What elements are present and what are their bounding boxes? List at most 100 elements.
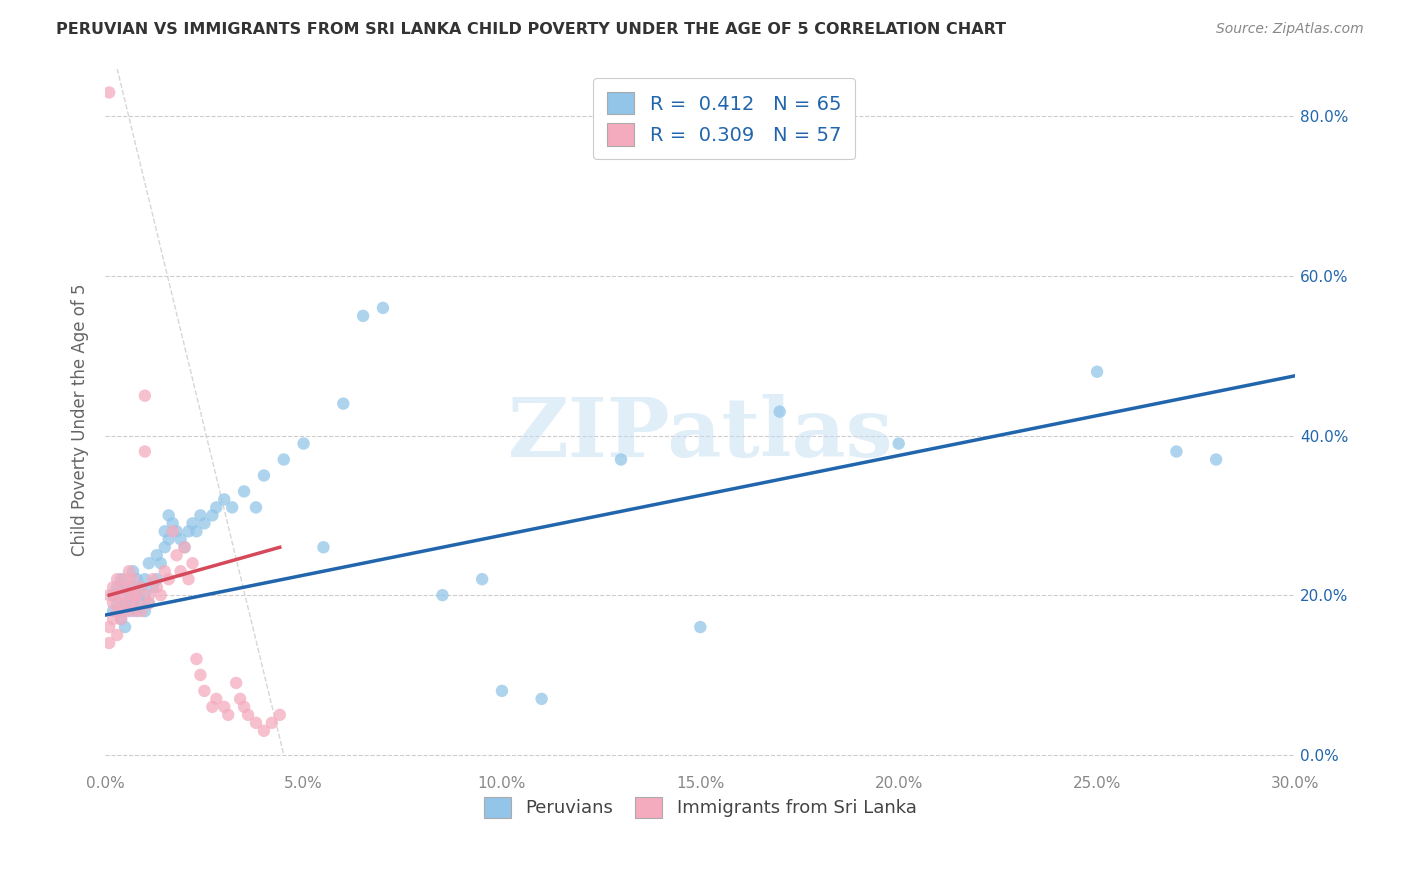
Point bbox=[118, 588, 141, 602]
Point bbox=[371, 301, 394, 315]
Point bbox=[1205, 452, 1227, 467]
Point bbox=[1166, 444, 1188, 458]
Point bbox=[129, 604, 152, 618]
Point bbox=[205, 691, 228, 706]
Point bbox=[236, 707, 259, 722]
Point bbox=[125, 572, 148, 586]
Point bbox=[98, 86, 121, 100]
Point bbox=[110, 580, 132, 594]
Point bbox=[162, 524, 184, 539]
Point bbox=[205, 500, 228, 515]
Point bbox=[110, 612, 132, 626]
Point bbox=[114, 604, 136, 618]
Point bbox=[149, 556, 172, 570]
Point bbox=[146, 548, 169, 562]
Point bbox=[101, 580, 124, 594]
Point bbox=[153, 564, 176, 578]
Point bbox=[157, 508, 180, 523]
Point bbox=[186, 524, 208, 539]
Point bbox=[157, 533, 180, 547]
Point bbox=[217, 707, 239, 722]
Point bbox=[138, 596, 160, 610]
Point bbox=[122, 588, 145, 602]
Point bbox=[193, 684, 215, 698]
Point bbox=[98, 588, 121, 602]
Point bbox=[118, 564, 141, 578]
Point bbox=[269, 707, 291, 722]
Point bbox=[105, 604, 128, 618]
Point bbox=[201, 508, 224, 523]
Point bbox=[101, 612, 124, 626]
Point bbox=[181, 516, 204, 531]
Point bbox=[125, 588, 148, 602]
Point bbox=[105, 580, 128, 594]
Point bbox=[118, 580, 141, 594]
Point bbox=[134, 444, 156, 458]
Point bbox=[1085, 365, 1108, 379]
Point bbox=[134, 389, 156, 403]
Point bbox=[134, 572, 156, 586]
Point bbox=[114, 620, 136, 634]
Point bbox=[229, 691, 252, 706]
Point bbox=[253, 723, 276, 738]
Point bbox=[432, 588, 454, 602]
Point bbox=[887, 436, 910, 450]
Point bbox=[273, 452, 295, 467]
Point bbox=[114, 596, 136, 610]
Point bbox=[233, 484, 256, 499]
Point bbox=[138, 596, 160, 610]
Point bbox=[166, 548, 188, 562]
Point bbox=[98, 636, 121, 650]
Point bbox=[530, 691, 553, 706]
Point bbox=[122, 564, 145, 578]
Point bbox=[122, 596, 145, 610]
Point bbox=[101, 588, 124, 602]
Point bbox=[142, 580, 165, 594]
Point bbox=[157, 572, 180, 586]
Point bbox=[114, 580, 136, 594]
Point bbox=[122, 604, 145, 618]
Text: Source: ZipAtlas.com: Source: ZipAtlas.com bbox=[1216, 22, 1364, 37]
Point bbox=[177, 524, 200, 539]
Text: ZIPatlas: ZIPatlas bbox=[508, 393, 893, 474]
Point bbox=[153, 541, 176, 555]
Point bbox=[221, 500, 243, 515]
Point bbox=[129, 596, 152, 610]
Point bbox=[260, 715, 283, 730]
Point bbox=[138, 588, 160, 602]
Point bbox=[352, 309, 374, 323]
Point bbox=[118, 596, 141, 610]
Point bbox=[245, 500, 267, 515]
Point bbox=[101, 604, 124, 618]
Point bbox=[253, 468, 276, 483]
Point bbox=[118, 604, 141, 618]
Point bbox=[610, 452, 633, 467]
Point bbox=[105, 588, 128, 602]
Point bbox=[181, 556, 204, 570]
Point bbox=[138, 556, 160, 570]
Point bbox=[193, 516, 215, 531]
Point bbox=[186, 652, 208, 666]
Point bbox=[105, 628, 128, 642]
Text: PERUVIAN VS IMMIGRANTS FROM SRI LANKA CHILD POVERTY UNDER THE AGE OF 5 CORRELATI: PERUVIAN VS IMMIGRANTS FROM SRI LANKA CH… bbox=[56, 22, 1007, 37]
Point bbox=[312, 541, 335, 555]
Point bbox=[153, 524, 176, 539]
Point bbox=[105, 596, 128, 610]
Point bbox=[471, 572, 494, 586]
Point bbox=[125, 604, 148, 618]
Point bbox=[98, 620, 121, 634]
Point bbox=[173, 541, 195, 555]
Point bbox=[245, 715, 267, 730]
Point bbox=[173, 541, 195, 555]
Point bbox=[142, 572, 165, 586]
Point bbox=[177, 572, 200, 586]
Point bbox=[769, 404, 792, 418]
Legend: Peruvians, Immigrants from Sri Lanka: Peruvians, Immigrants from Sri Lanka bbox=[477, 789, 924, 825]
Point bbox=[233, 699, 256, 714]
Point bbox=[114, 588, 136, 602]
Point bbox=[114, 572, 136, 586]
Point bbox=[190, 668, 212, 682]
Point bbox=[162, 516, 184, 531]
Point bbox=[110, 612, 132, 626]
Point bbox=[169, 533, 191, 547]
